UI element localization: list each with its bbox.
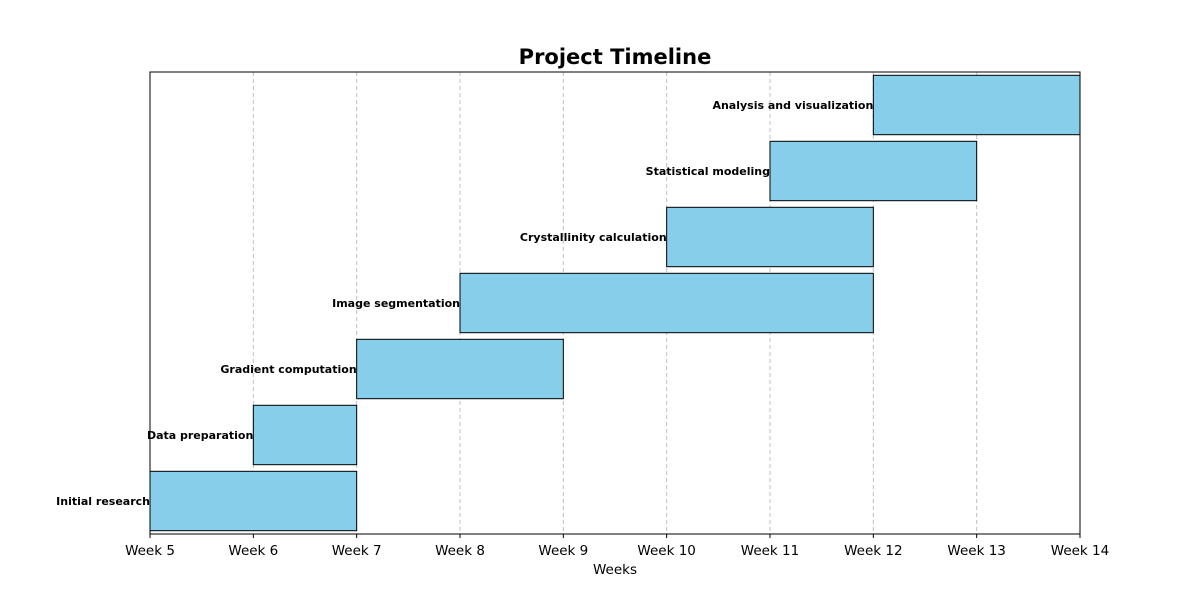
task-label: Statistical modeling — [646, 165, 770, 178]
x-tick-label: Week 8 — [435, 543, 485, 559]
x-tick-label: Week 12 — [844, 543, 902, 559]
task-bars — [149, 74, 1081, 532]
x-tick-label: Week 11 — [741, 543, 799, 559]
x-tick-label: Week 14 — [1051, 543, 1109, 559]
task-label: Initial research — [56, 495, 150, 508]
x-tick-label: Week 9 — [538, 543, 588, 559]
task-bar — [459, 272, 874, 334]
x-tick-label: Week 7 — [332, 543, 382, 559]
x-tick-label: Week 10 — [637, 543, 695, 559]
task-bar — [666, 206, 874, 268]
task-label: Data preparation — [147, 429, 253, 442]
chart-title: Project Timeline — [519, 45, 712, 69]
task-label: Gradient computation — [220, 363, 356, 376]
task-bar — [252, 404, 358, 466]
task-label: Image segmentation — [332, 297, 460, 310]
x-tick-label: Week 5 — [125, 543, 175, 559]
task-labels: Initial research Data preparation Gradient… — [56, 99, 873, 508]
plot-area-frame — [149, 71, 1081, 535]
x-tick-label: Week 13 — [947, 543, 1005, 559]
task-bar — [872, 74, 1081, 136]
task-bar — [769, 140, 978, 202]
task-bar — [149, 470, 358, 532]
x-axis-ticks: Week 5 Week 6 Week 7 Week 8 Week 9 Week 10 Wee… — [125, 534, 1109, 559]
task-label: Analysis and visualization — [712, 99, 873, 112]
x-tick-label: Week 6 — [228, 543, 278, 559]
task-bar — [356, 338, 564, 400]
x-axis-label: Weeks — [593, 562, 637, 578]
task-label: Crystallinity calculation — [520, 231, 667, 244]
